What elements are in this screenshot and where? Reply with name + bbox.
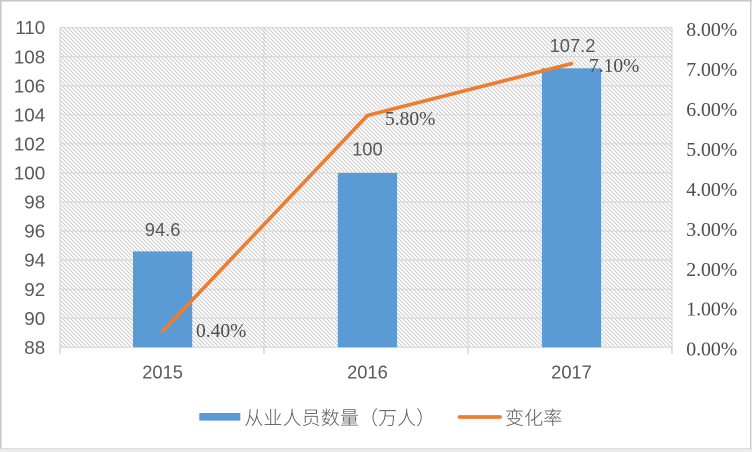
svg-text:5.00%: 5.00% — [686, 139, 737, 161]
svg-text:106: 106 — [14, 75, 45, 96]
svg-text:88: 88 — [24, 337, 45, 358]
svg-text:102: 102 — [14, 133, 45, 154]
svg-text:3.00%: 3.00% — [686, 219, 737, 241]
svg-text:110: 110 — [15, 17, 45, 38]
svg-text:94: 94 — [24, 250, 45, 271]
svg-text:100: 100 — [14, 163, 45, 184]
svg-text:2017: 2017 — [551, 361, 592, 382]
svg-text:108: 108 — [14, 46, 45, 67]
svg-text:90: 90 — [24, 308, 45, 329]
svg-text:98: 98 — [24, 192, 45, 213]
svg-text:107.2: 107.2 — [550, 35, 596, 56]
svg-text:0.40%: 0.40% — [196, 321, 246, 342]
svg-text:6.00%: 6.00% — [686, 99, 737, 121]
svg-text:4.00%: 4.00% — [686, 179, 737, 201]
svg-text:8.00%: 8.00% — [686, 19, 737, 41]
svg-text:104: 104 — [14, 104, 45, 125]
svg-text:0.00%: 0.00% — [686, 339, 737, 361]
svg-text:94.6: 94.6 — [145, 219, 181, 240]
svg-text:2.00%: 2.00% — [686, 259, 737, 281]
svg-text:7.10%: 7.10% — [589, 56, 639, 77]
svg-text:1.00%: 1.00% — [686, 299, 737, 321]
svg-text:2015: 2015 — [142, 361, 183, 382]
svg-text:5.80%: 5.80% — [385, 109, 435, 130]
svg-text:96: 96 — [24, 221, 45, 242]
svg-text:2016: 2016 — [347, 361, 388, 382]
svg-text:92: 92 — [24, 279, 45, 300]
svg-text:7.00%: 7.00% — [686, 59, 737, 81]
svg-text:100: 100 — [352, 138, 383, 159]
